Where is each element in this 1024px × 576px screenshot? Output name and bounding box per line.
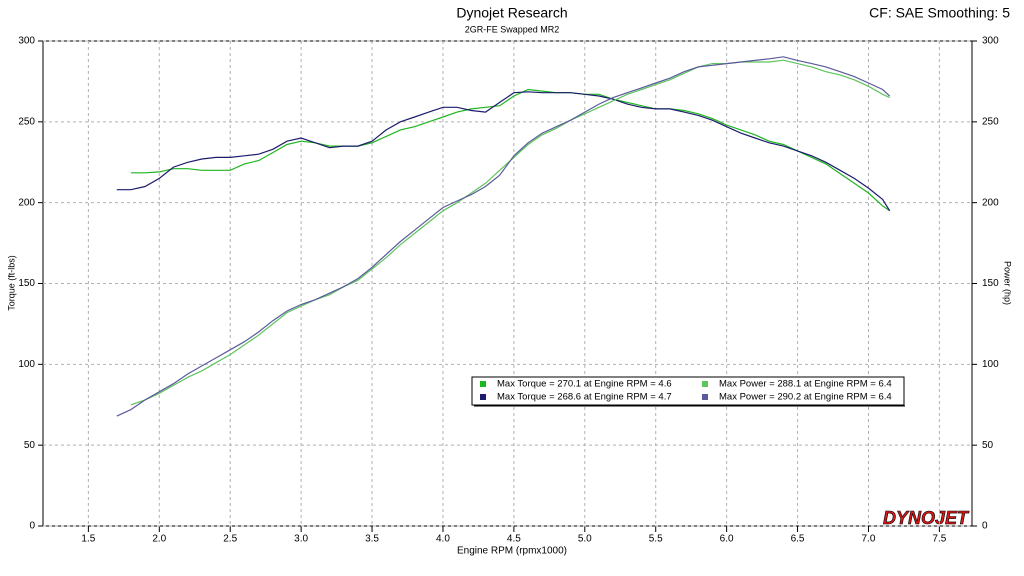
legend-label: Max Power = 288.1 at Engine RPM = 6.4	[719, 379, 892, 390]
x-tick-label: 5.5	[649, 534, 663, 545]
series-line	[130, 59, 890, 406]
y2-tick-label: 250	[982, 116, 999, 127]
x-tick-label: 3.0	[294, 534, 308, 545]
y2-tick-label: 0	[982, 521, 988, 532]
legend-box	[471, 376, 905, 406]
legend-label: Max Torque = 268.6 at Engine RPM = 4.7	[497, 392, 672, 403]
x-tick-label: 2.0	[152, 534, 166, 545]
logo: DYNOJET	[883, 508, 970, 528]
x-tick-label: 7.5	[932, 534, 946, 545]
legend-label: Max Torque = 270.1 at Engine RPM = 4.6	[497, 379, 672, 390]
x-tick-label: 1.5	[81, 534, 95, 545]
y-tick-label: 200	[18, 197, 35, 208]
y-tick-label: 150	[18, 278, 35, 289]
legend-swatch	[480, 394, 486, 400]
legend-swatch	[702, 381, 708, 387]
y-tick-label: 100	[18, 359, 35, 370]
y2-tick-label: 50	[982, 440, 994, 451]
y2-tick-label: 200	[982, 197, 999, 208]
x-axis-label: Engine RPM (rpmx1000)	[457, 546, 567, 557]
x-tick-label: 7.0	[862, 534, 876, 545]
x-tick-label: 5.0	[578, 534, 592, 545]
y2-tick-label: 100	[982, 359, 999, 370]
y-axis-label: Torque (ft-lbs)	[6, 255, 16, 311]
y-tick-label: 300	[18, 36, 35, 47]
legend: Max Torque = 270.1 at Engine RPM = 4.6 Ma…	[471, 376, 905, 407]
chart-subtitle: 2GR-FE Swapped MR2	[465, 24, 560, 34]
y-tick-label: 50	[24, 440, 36, 451]
chart-title: Dynojet Research	[456, 5, 567, 21]
x-tick-label: 3.5	[365, 534, 379, 545]
x-tick-label: 2.5	[223, 534, 237, 545]
x-tick-label: 4.5	[507, 534, 521, 545]
x-tick-label: 6.0	[720, 534, 734, 545]
x-tick-label: 6.5	[791, 534, 805, 545]
legend-swatch	[702, 394, 708, 400]
y-tick-label: 250	[18, 116, 35, 127]
legend-swatch	[480, 381, 486, 387]
series-line	[116, 91, 891, 212]
series-line	[130, 88, 891, 212]
x-tick-label: 4.0	[436, 534, 450, 545]
annotation: CF: SAE Smoothing: 5	[869, 5, 1010, 21]
y2-axis-label: Power (hp)	[1003, 261, 1013, 305]
y2-tick-label: 150	[982, 278, 999, 289]
legend-label: Max Power = 290.2 at Engine RPM = 6.4	[719, 392, 892, 403]
y2-tick-label: 300	[982, 36, 999, 47]
y-tick-label: 0	[29, 521, 35, 532]
series-line	[116, 56, 891, 417]
